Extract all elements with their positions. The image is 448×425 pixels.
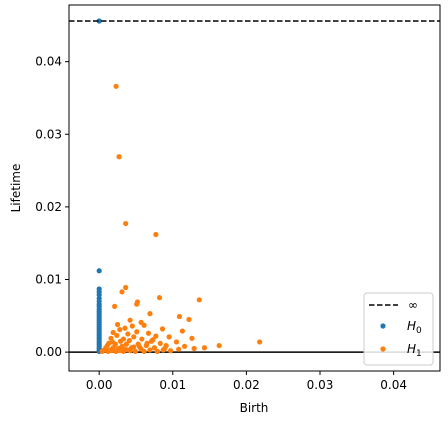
x-axis-label: Birth	[240, 401, 269, 415]
point-h1	[176, 313, 183, 320]
y-tick-label: 0.04	[35, 55, 62, 69]
point-h1	[186, 316, 192, 323]
point-h1	[119, 289, 125, 295]
point-h1	[201, 345, 208, 351]
point-h1	[139, 336, 145, 342]
legend-h1-label: H1	[407, 342, 422, 359]
point-h1	[112, 303, 118, 309]
x-tick-label: 0.02	[233, 378, 260, 392]
point-h1	[216, 342, 222, 349]
point-h1	[147, 347, 153, 353]
point-h1	[131, 334, 137, 340]
legend: ∞ H0 H1	[363, 292, 434, 366]
point-h1	[191, 345, 197, 352]
point-h1	[141, 322, 147, 328]
point-h1	[166, 334, 172, 340]
point-h1	[176, 346, 182, 352]
point-h1	[147, 311, 153, 317]
point-h1	[123, 220, 129, 227]
legend-h0-label: H0	[407, 319, 422, 336]
point-h1	[123, 341, 130, 347]
point-h1	[162, 345, 168, 352]
point-h1	[153, 231, 159, 238]
legend-box	[363, 292, 434, 366]
point-h1	[156, 295, 163, 301]
point-h1	[151, 345, 157, 351]
point-h1	[126, 337, 132, 344]
point-h1	[150, 337, 156, 343]
point-h1	[141, 348, 147, 354]
point-h1	[154, 348, 160, 354]
y-tick-label: 0.03	[35, 127, 62, 141]
y-tick-label: 0.00	[35, 345, 62, 359]
point-h1	[117, 338, 124, 344]
point-h1	[134, 301, 140, 307]
point-h0	[96, 292, 102, 298]
point-h1	[127, 317, 133, 323]
point-h1	[257, 339, 263, 345]
point-h1	[129, 323, 135, 329]
point-h1	[167, 348, 174, 354]
plot-frame	[68, 4, 441, 372]
point-h1	[145, 330, 152, 336]
legend-h1-swatch	[380, 346, 386, 352]
legend-h0-swatch	[380, 323, 386, 329]
point-h0	[96, 18, 102, 24]
x-axis: 0.00 0.01 0.02 0.03 0.04	[86, 371, 407, 392]
point-h1	[123, 284, 129, 291]
point-h1	[137, 344, 143, 350]
point-h0	[96, 268, 102, 274]
point-h1	[116, 154, 122, 160]
y-tick-label: 0.02	[35, 200, 62, 214]
point-h1	[159, 326, 166, 332]
point-h1	[99, 348, 105, 354]
point-h1	[114, 321, 121, 328]
point-h1	[122, 325, 128, 331]
point-h1	[117, 327, 123, 333]
y-axis-label: Lifetime	[9, 164, 23, 213]
data-points	[96, 18, 263, 354]
x-tick-label: 0.04	[380, 378, 407, 392]
x-tick-label: 0.03	[307, 378, 334, 392]
point-h1	[173, 339, 180, 345]
point-h1	[189, 335, 195, 341]
point-h1	[113, 83, 119, 89]
point-h1	[114, 332, 120, 339]
point-h1	[181, 343, 188, 349]
point-h1	[179, 328, 185, 334]
point-h1	[125, 331, 131, 337]
x-tick-label: 0.00	[86, 378, 113, 392]
point-h1	[132, 348, 138, 354]
point-h1	[117, 348, 123, 354]
y-axis: 0.00 0.01 0.02 0.03 0.04	[35, 55, 69, 359]
point-h1	[128, 345, 135, 351]
x-tick-label: 0.01	[159, 378, 186, 392]
point-h1	[153, 333, 159, 339]
point-h1	[196, 297, 202, 303]
point-h1	[157, 340, 163, 347]
point-h1	[109, 348, 115, 354]
legend-infinity-label: ∞	[408, 298, 418, 312]
point-h1	[134, 329, 140, 335]
point-h1	[144, 340, 150, 347]
y-tick-label: 0.01	[35, 273, 62, 287]
point-h1	[110, 329, 116, 336]
